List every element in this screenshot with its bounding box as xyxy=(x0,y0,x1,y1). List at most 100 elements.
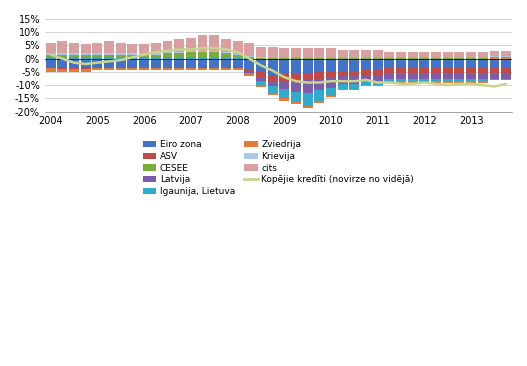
Bar xyxy=(232,54,242,55)
Bar xyxy=(151,67,161,68)
Bar xyxy=(256,46,266,57)
Bar xyxy=(69,67,79,69)
Bar xyxy=(326,71,336,77)
Bar xyxy=(408,59,418,68)
Bar xyxy=(384,58,394,59)
Bar xyxy=(81,53,91,55)
Bar xyxy=(454,57,464,58)
Bar xyxy=(151,59,161,67)
Bar xyxy=(46,68,56,72)
Bar xyxy=(245,43,254,56)
Bar xyxy=(490,51,500,56)
Bar xyxy=(116,68,126,70)
Bar xyxy=(466,58,476,59)
Bar xyxy=(232,67,242,68)
Bar xyxy=(69,57,79,59)
Bar xyxy=(419,79,430,81)
Bar xyxy=(501,59,511,68)
Bar xyxy=(291,81,301,92)
Bar xyxy=(268,58,278,59)
Bar xyxy=(116,59,126,67)
Bar xyxy=(104,67,114,68)
Bar xyxy=(92,67,102,68)
Bar xyxy=(454,79,464,81)
Bar xyxy=(291,102,301,104)
Bar xyxy=(174,68,184,70)
Bar xyxy=(139,68,149,70)
Bar xyxy=(478,73,488,79)
Bar xyxy=(501,73,511,79)
Bar xyxy=(431,59,441,68)
Bar xyxy=(69,43,79,53)
Bar xyxy=(57,67,67,69)
Bar xyxy=(186,57,196,59)
Bar xyxy=(501,68,511,73)
Bar xyxy=(116,67,126,68)
Bar xyxy=(128,67,138,68)
Bar xyxy=(279,81,289,89)
Bar xyxy=(209,68,219,70)
Bar xyxy=(384,57,394,58)
Bar xyxy=(279,73,289,81)
Bar xyxy=(478,58,488,59)
Bar xyxy=(162,41,172,52)
Bar xyxy=(490,68,500,73)
Bar xyxy=(174,67,184,68)
Bar xyxy=(454,58,464,59)
Bar xyxy=(466,81,476,82)
Bar xyxy=(81,57,91,59)
Bar xyxy=(338,76,348,84)
Bar xyxy=(326,96,336,97)
Bar xyxy=(151,55,161,57)
Bar xyxy=(419,59,430,68)
Bar xyxy=(221,68,231,70)
Bar xyxy=(104,57,114,59)
Bar xyxy=(116,53,126,55)
Bar xyxy=(198,59,208,67)
Bar xyxy=(245,59,254,69)
Bar xyxy=(221,52,231,53)
Bar xyxy=(408,79,418,81)
Bar xyxy=(221,67,231,68)
Bar xyxy=(198,35,208,51)
Bar xyxy=(490,79,500,80)
Bar xyxy=(466,73,476,79)
Bar xyxy=(186,51,196,52)
Bar xyxy=(256,85,266,87)
Bar xyxy=(46,59,56,67)
Bar xyxy=(232,68,242,70)
Bar xyxy=(174,52,184,53)
Bar xyxy=(221,53,231,57)
Bar xyxy=(151,57,161,59)
Bar xyxy=(501,79,511,80)
Bar xyxy=(174,39,184,52)
Bar xyxy=(256,58,266,59)
Bar xyxy=(57,57,67,59)
Bar xyxy=(490,59,500,68)
Bar xyxy=(162,68,172,70)
Bar xyxy=(443,52,453,57)
Bar xyxy=(349,76,359,84)
Bar xyxy=(326,48,336,58)
Bar xyxy=(361,50,371,57)
Bar xyxy=(338,57,348,58)
Bar xyxy=(174,57,184,59)
Bar xyxy=(408,81,418,82)
Bar xyxy=(139,55,149,57)
Bar xyxy=(302,80,313,93)
Bar xyxy=(396,58,406,59)
Bar xyxy=(245,56,254,57)
Bar xyxy=(81,67,91,69)
Bar xyxy=(162,52,172,53)
Bar xyxy=(221,39,231,52)
Bar xyxy=(361,85,371,86)
Bar xyxy=(384,81,394,82)
Bar xyxy=(314,48,324,58)
Bar xyxy=(314,59,324,72)
Bar xyxy=(92,57,102,59)
Bar xyxy=(221,59,231,67)
Bar xyxy=(198,51,208,52)
Bar xyxy=(431,68,441,73)
Bar xyxy=(151,68,161,70)
Bar xyxy=(128,68,138,70)
